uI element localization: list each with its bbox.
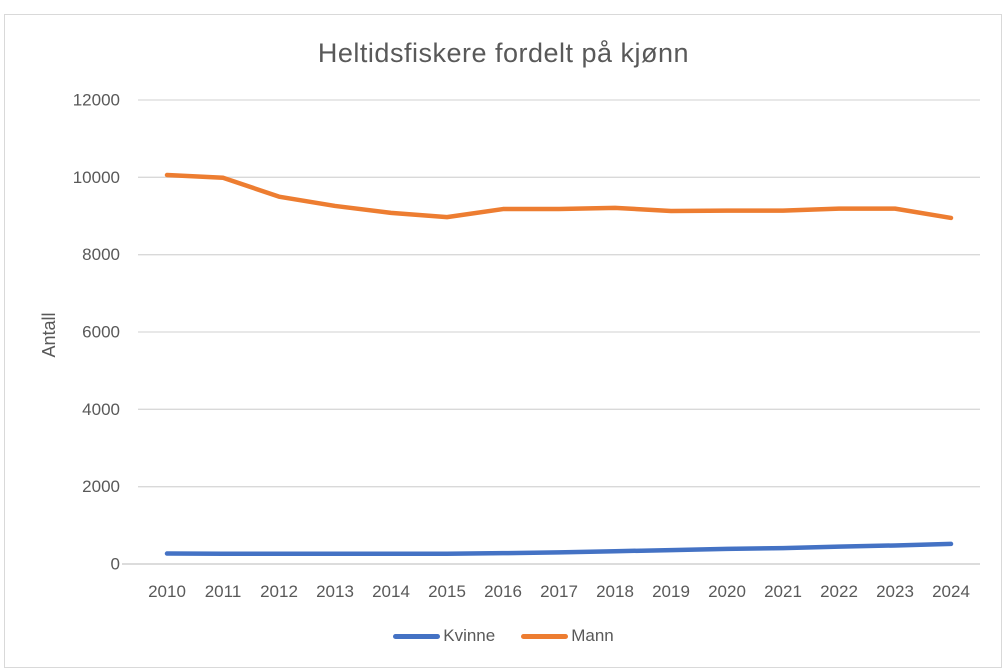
x-tick-label: 2023 <box>876 582 914 601</box>
legend-item-kvinne: Kvinne <box>393 626 495 646</box>
y-tick-label: 10000 <box>73 168 120 187</box>
x-tick-label: 2022 <box>820 582 858 601</box>
x-tick-label: 2016 <box>484 582 522 601</box>
legend-swatch-kvinne <box>393 633 441 639</box>
legend-swatch-mann <box>521 633 569 639</box>
legend-label-kvinne: Kvinne <box>443 626 496 645</box>
x-tick-label: 2024 <box>932 582 970 601</box>
x-tick-label: 2014 <box>372 582 410 601</box>
x-tick-label: 2012 <box>260 582 298 601</box>
y-tick-label: 0 <box>111 555 120 574</box>
x-tick-label: 2021 <box>764 582 802 601</box>
chart-frame <box>4 14 1002 668</box>
x-tick-label: 2011 <box>205 582 242 601</box>
x-tick-label: 2013 <box>316 582 354 601</box>
series-line-mann <box>164 172 954 221</box>
y-tick-label: 2000 <box>82 477 120 496</box>
x-tick-label: 2018 <box>596 582 634 601</box>
legend-label-mann: Mann <box>571 626 614 645</box>
y-tick-label: 6000 <box>82 323 120 342</box>
x-tick-label: 2017 <box>540 582 578 601</box>
y-tick-label: 4000 <box>82 400 120 419</box>
legend: Kvinne Mann <box>0 626 1007 646</box>
legend-item-mann: Mann <box>521 626 614 646</box>
x-tick-label: 2015 <box>428 582 466 601</box>
series-line-kvinne <box>164 541 954 557</box>
x-tick-label: 2020 <box>708 582 746 601</box>
chart-title: Heltidsfiskere fordelt på kjønn <box>317 38 690 68</box>
y-tick-label: 8000 <box>82 245 120 264</box>
x-tick-label: 2010 <box>148 582 186 601</box>
y-tick-label: 12000 <box>73 91 120 110</box>
x-tick-label: 2019 <box>652 582 690 601</box>
